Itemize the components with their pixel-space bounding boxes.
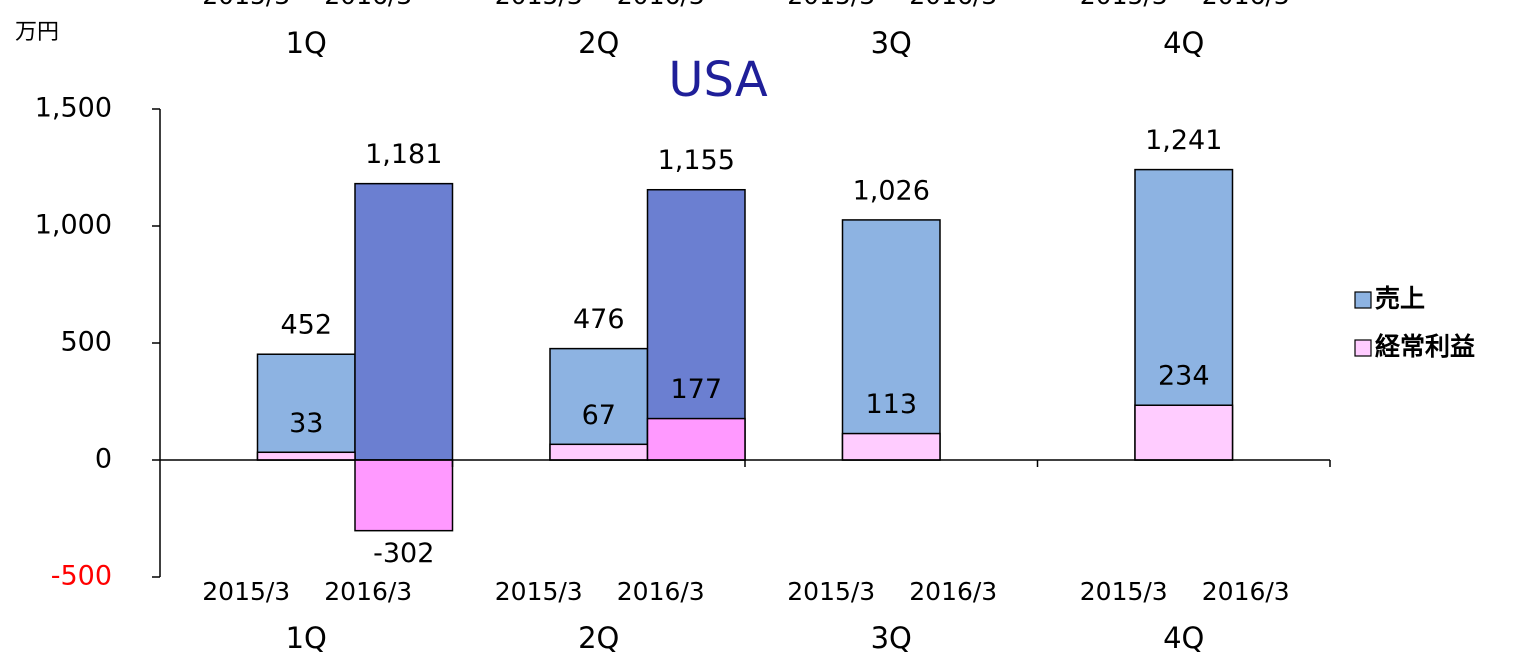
bar <box>549 443 649 461</box>
legend-swatch <box>1354 339 1372 357</box>
bar <box>1134 404 1234 461</box>
x-subcategory-label: 2016/3 <box>617 0 705 10</box>
data-label: 177 <box>670 374 722 405</box>
x-category-label: 2Q <box>578 621 619 655</box>
x-subcategory-label: 2015/3 <box>202 0 290 10</box>
x-subcategory-label: 2015/3 <box>1080 0 1168 10</box>
unit-label: 万円 <box>15 20 59 45</box>
data-label: 476 <box>573 304 625 335</box>
y-tick-label: 1,500 <box>35 93 112 124</box>
legend-label: 売上 <box>1375 284 1425 313</box>
bar <box>841 432 941 461</box>
legend-label: 経常利益 <box>1375 332 1475 361</box>
data-label: 452 <box>280 310 332 341</box>
x-subcategory-label: 2015/3 <box>787 577 875 606</box>
x-subcategory-label: 2016/3 <box>1202 577 1290 606</box>
x-subcategory-label: 2016/3 <box>324 577 412 606</box>
x-category-label: 4Q <box>1163 26 1204 60</box>
bar <box>354 182 454 461</box>
x-subcategory-label: 2015/3 <box>495 577 583 606</box>
y-tick-label: 0 <box>95 444 112 475</box>
x-subcategory-label: 2015/3 <box>787 0 875 10</box>
x-subcategory-label: 2015/3 <box>495 0 583 10</box>
bar <box>354 459 454 532</box>
data-label: -302 <box>373 538 434 569</box>
x-category-label: 2Q <box>578 26 619 60</box>
x-category-label: 3Q <box>871 621 912 655</box>
x-subcategory-label: 2016/3 <box>324 0 412 10</box>
data-label: 1,155 <box>658 145 735 176</box>
x-subcategory-label: 2015/3 <box>1080 577 1168 606</box>
data-label: 234 <box>1158 361 1210 392</box>
data-label: 113 <box>865 389 917 420</box>
chart-title: USA <box>668 52 767 108</box>
legend-swatch <box>1354 291 1372 309</box>
x-subcategory-label: 2016/3 <box>909 577 997 606</box>
bar <box>646 188 746 461</box>
data-label: 33 <box>289 408 323 439</box>
data-label: 1,026 <box>853 175 930 206</box>
x-category-label: 1Q <box>286 621 327 655</box>
data-label: 67 <box>582 400 616 431</box>
bar <box>646 417 746 461</box>
x-category-label: 3Q <box>871 26 912 60</box>
y-tick-label: -500 <box>51 561 112 592</box>
x-subcategory-label: 2015/3 <box>202 577 290 606</box>
y-tick-label: 1,000 <box>35 210 112 241</box>
x-category-label: 4Q <box>1163 621 1204 655</box>
x-subcategory-label: 2016/3 <box>909 0 997 10</box>
bar <box>841 219 941 461</box>
x-category-label: 1Q <box>286 26 327 60</box>
data-label: 1,241 <box>1145 125 1222 156</box>
y-tick-label: 500 <box>60 327 112 358</box>
data-label: 1,181 <box>365 139 442 170</box>
x-subcategory-label: 2016/3 <box>617 577 705 606</box>
x-subcategory-label: 2016/3 <box>1202 0 1290 10</box>
bar <box>256 451 356 461</box>
